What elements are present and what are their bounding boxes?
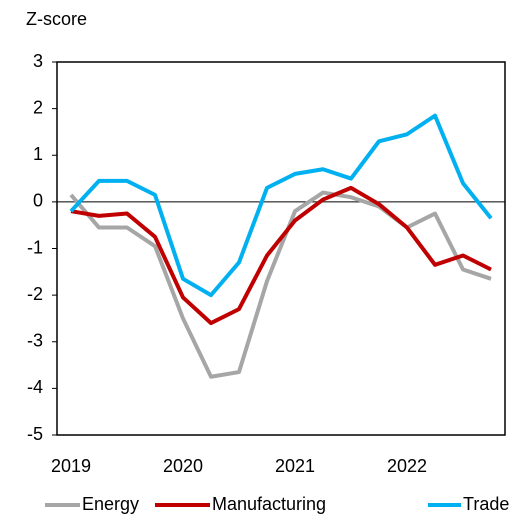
y-tick-label: 2 [33,97,43,117]
x-tick-label: 2022 [387,456,427,476]
y-tick-label: 0 [33,191,43,211]
y-tick-label: 3 [33,51,43,71]
legend-label: Energy [82,494,139,514]
y-tick-label: -2 [27,284,43,304]
x-tick-label: 2020 [163,456,203,476]
y-tick-label: -3 [27,331,43,351]
y-tick-label: -5 [27,424,43,444]
y-axis-label: Z-score [26,9,87,29]
series-line [69,190,492,379]
legend-label: Manufacturing [212,494,326,514]
y-tick-label: 1 [33,144,43,164]
x-tick-label: 2019 [51,456,91,476]
series-line [70,185,492,326]
x-tick-label: 2021 [275,456,315,476]
y-tick-label: -4 [27,377,43,397]
y-tick-label: -1 [27,237,43,257]
series-line [69,113,493,298]
legend-label: Trade [463,494,509,514]
